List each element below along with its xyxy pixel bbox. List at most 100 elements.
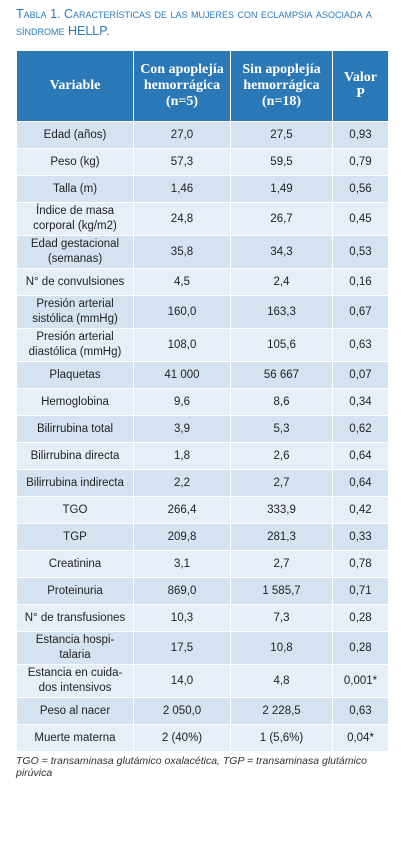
table-row: Plaquetas 41 000 56 667 0,07	[16, 361, 389, 389]
variable-cell: Hemoglobina	[16, 388, 134, 416]
table-row: Índice de masa corporal (kg/m2) 24,8 26,7 0…	[16, 202, 389, 236]
variable-cell: Bilirrubina indirecta	[16, 469, 134, 497]
value-cell: 4,5	[133, 268, 231, 296]
table-title: Tabla 1. Características de las mujeres …	[16, 7, 372, 38]
variable-cell: Edad (años)	[16, 121, 134, 149]
table-row: Bilirrubina directa 1,8 2,6 0,64	[16, 442, 389, 470]
value-cell: 56 667	[230, 361, 333, 389]
value-cell: 281,3	[230, 523, 333, 551]
table-row: Estancia en cuida- dos intensivos 14,0 4,8…	[16, 664, 389, 698]
value-cell: 0,16	[332, 268, 389, 296]
table-row: Creatinina 3,1 2,7 0,78	[16, 550, 389, 578]
value-cell: 0,62	[332, 415, 389, 443]
value-cell: 2 228,5	[230, 697, 333, 725]
value-cell: 0,67	[332, 295, 389, 329]
value-cell: 3,9	[133, 415, 231, 443]
value-cell: 24,8	[133, 202, 231, 236]
variable-cell: N° de convulsiones	[16, 268, 134, 296]
variable-cell: N° de transfusiones	[16, 604, 134, 632]
variable-cell: Proteinuria	[16, 577, 134, 605]
value-cell: 0,56	[332, 175, 389, 203]
variable-cell: Índice de masa corporal (kg/m2)	[16, 202, 134, 236]
value-cell: 0,78	[332, 550, 389, 578]
value-cell: 105,6	[230, 328, 333, 362]
value-cell: 9,6	[133, 388, 231, 416]
table-row: Estancia hospi- talaria 17,5 10,8 0,28	[16, 631, 389, 665]
table-row: N° de transfusiones 10,3 7,3 0,28	[16, 604, 389, 632]
value-cell: 10,8	[230, 631, 333, 665]
value-cell: 0,63	[332, 697, 389, 725]
footnote: TGO = transaminasa glutámico oxalacética…	[16, 755, 367, 779]
value-cell: 2 050,0	[133, 697, 231, 725]
value-cell: 0,71	[332, 577, 389, 605]
value-cell: 160,0	[133, 295, 231, 329]
value-cell: 0,33	[332, 523, 389, 551]
value-cell: 0,28	[332, 604, 389, 632]
variable-cell: Edad gestacional (semanas)	[16, 235, 134, 269]
header-cell: Variable	[16, 50, 134, 122]
value-cell: 0,28	[332, 631, 389, 665]
value-cell: 1 585,7	[230, 577, 333, 605]
value-cell: 2,4	[230, 268, 333, 296]
variable-cell: Creatinina	[16, 550, 134, 578]
variable-cell: Estancia hospi- talaria	[16, 631, 134, 665]
table-row: Muerte materna 2 (40%) 1 (5,6%) 0,04*	[16, 724, 389, 752]
value-cell: 17,5	[133, 631, 231, 665]
variable-cell: Bilirrubina total	[16, 415, 134, 443]
value-cell: 1,8	[133, 442, 231, 470]
variable-cell: Talla (m)	[16, 175, 134, 203]
table-row: TGP 209,8 281,3 0,33	[16, 523, 389, 551]
value-cell: 34,3	[230, 235, 333, 269]
variable-cell: Presión arterial diastólica (mmHg)	[16, 328, 134, 362]
value-cell: 2,6	[230, 442, 333, 470]
value-cell: 57,3	[133, 148, 231, 176]
value-cell: 10,3	[133, 604, 231, 632]
value-cell: 0,34	[332, 388, 389, 416]
table-row: Proteinuria 869,0 1 585,7 0,71	[16, 577, 389, 605]
table-row: Presión arterial diastólica (mmHg) 108,0 1…	[16, 328, 389, 362]
value-cell: 27,0	[133, 121, 231, 149]
header-cell: Valor P	[332, 50, 389, 122]
table-row: TGO 266,4 333,9 0,42	[16, 496, 389, 524]
value-cell: 0,93	[332, 121, 389, 149]
variable-cell: Bilirrubina directa	[16, 442, 134, 470]
value-cell: 108,0	[133, 328, 231, 362]
table-body: Edad (años) 27,0 27,5 0,93 Peso (kg) 57,3 59,5…	[16, 121, 389, 752]
variable-cell: Plaquetas	[16, 361, 134, 389]
table-row: Bilirrubina total 3,9 5,3 0,62	[16, 415, 389, 443]
value-cell: 2,7	[230, 469, 333, 497]
value-cell: 0,63	[332, 328, 389, 362]
value-cell: 0,42	[332, 496, 389, 524]
header-cell: Con apoplejía hemorrágica (n=5)	[133, 50, 231, 122]
table-row: Peso al nacer 2 050,0 2 228,5 0,63	[16, 697, 389, 725]
value-cell: 14,0	[133, 664, 231, 698]
value-cell: 27,5	[230, 121, 333, 149]
value-cell: 0,07	[332, 361, 389, 389]
variable-cell: TGP	[16, 523, 134, 551]
value-cell: 0,64	[332, 442, 389, 470]
value-cell: 26,7	[230, 202, 333, 236]
variable-cell: Presión arterial sistólica (mmHg)	[16, 295, 134, 329]
value-cell: 0,45	[332, 202, 389, 236]
variable-cell: Muerte materna	[16, 724, 134, 752]
variable-cell: Peso (kg)	[16, 148, 134, 176]
value-cell: 7,3	[230, 604, 333, 632]
data-table: Variable Con apoplejía hemorrágica (n=5) S…	[16, 50, 389, 752]
value-cell: 0,04*	[332, 724, 389, 752]
table-row: Peso (kg) 57,3 59,5 0,79	[16, 148, 389, 176]
value-cell: 0,79	[332, 148, 389, 176]
value-cell: 59,5	[230, 148, 333, 176]
value-cell: 0,53	[332, 235, 389, 269]
value-cell: 41 000	[133, 361, 231, 389]
variable-cell: TGO	[16, 496, 134, 524]
value-cell: 2,7	[230, 550, 333, 578]
value-cell: 333,9	[230, 496, 333, 524]
variable-cell: Estancia en cuida- dos intensivos	[16, 664, 134, 698]
table-row: Edad (años) 27,0 27,5 0,93	[16, 121, 389, 149]
header-row: Variable Con apoplejía hemorrágica (n=5) S…	[16, 50, 389, 122]
value-cell: 2 (40%)	[133, 724, 231, 752]
value-cell: 2,2	[133, 469, 231, 497]
value-cell: 266,4	[133, 496, 231, 524]
table-row: N° de convulsiones 4,5 2,4 0,16	[16, 268, 389, 296]
table-row: Talla (m) 1,46 1,49 0,56	[16, 175, 389, 203]
